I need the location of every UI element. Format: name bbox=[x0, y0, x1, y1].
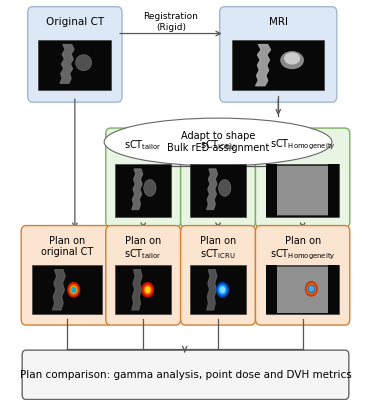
FancyBboxPatch shape bbox=[115, 265, 171, 314]
Circle shape bbox=[144, 285, 152, 295]
Text: Plan on
sCT$_{\mathrm{Homogeneity}}$: Plan on sCT$_{\mathrm{Homogeneity}}$ bbox=[270, 236, 335, 262]
FancyBboxPatch shape bbox=[106, 226, 181, 325]
Text: Plan comparison: gamma analysis, point dose and DVH metrics: Plan comparison: gamma analysis, point d… bbox=[20, 370, 351, 380]
Text: Plan on
sCT$_{\mathrm{tailor}}$: Plan on sCT$_{\mathrm{tailor}}$ bbox=[124, 236, 162, 261]
Circle shape bbox=[307, 284, 316, 294]
FancyBboxPatch shape bbox=[190, 164, 246, 217]
Circle shape bbox=[69, 285, 78, 295]
FancyBboxPatch shape bbox=[21, 226, 112, 325]
Ellipse shape bbox=[219, 180, 231, 196]
Circle shape bbox=[72, 288, 76, 292]
FancyBboxPatch shape bbox=[276, 266, 329, 313]
FancyBboxPatch shape bbox=[266, 265, 277, 314]
Circle shape bbox=[218, 285, 227, 295]
FancyBboxPatch shape bbox=[328, 265, 339, 314]
Ellipse shape bbox=[284, 52, 300, 64]
FancyBboxPatch shape bbox=[220, 7, 337, 102]
FancyBboxPatch shape bbox=[39, 40, 111, 90]
Text: sCT$_{\mathrm{ICRU}}$: sCT$_{\mathrm{ICRU}}$ bbox=[200, 138, 236, 152]
FancyBboxPatch shape bbox=[256, 226, 350, 325]
Ellipse shape bbox=[104, 118, 332, 166]
Circle shape bbox=[71, 286, 77, 293]
FancyBboxPatch shape bbox=[181, 128, 256, 228]
FancyBboxPatch shape bbox=[266, 164, 277, 217]
Text: Plan on
sCT$_{\mathrm{ICRU}}$: Plan on sCT$_{\mathrm{ICRU}}$ bbox=[200, 236, 236, 261]
Ellipse shape bbox=[76, 55, 92, 71]
Circle shape bbox=[146, 288, 150, 292]
FancyBboxPatch shape bbox=[32, 265, 102, 314]
Text: sCT$_{\mathrm{Homogeneity}}$: sCT$_{\mathrm{Homogeneity}}$ bbox=[270, 138, 335, 152]
Ellipse shape bbox=[144, 180, 156, 196]
FancyBboxPatch shape bbox=[190, 265, 246, 314]
FancyBboxPatch shape bbox=[266, 164, 339, 217]
Text: Original CT: Original CT bbox=[46, 18, 104, 28]
Ellipse shape bbox=[280, 51, 303, 69]
FancyBboxPatch shape bbox=[232, 40, 324, 90]
Text: MRI: MRI bbox=[269, 18, 288, 28]
Circle shape bbox=[220, 286, 226, 293]
Circle shape bbox=[145, 286, 151, 293]
Text: Plan on
original CT: Plan on original CT bbox=[40, 236, 93, 257]
Circle shape bbox=[309, 286, 313, 291]
FancyBboxPatch shape bbox=[266, 265, 339, 314]
Text: Registration
(Rigid): Registration (Rigid) bbox=[144, 12, 198, 32]
FancyBboxPatch shape bbox=[28, 7, 122, 102]
Circle shape bbox=[68, 283, 80, 297]
FancyBboxPatch shape bbox=[256, 128, 350, 228]
FancyBboxPatch shape bbox=[115, 164, 171, 217]
FancyBboxPatch shape bbox=[276, 166, 329, 215]
FancyBboxPatch shape bbox=[106, 128, 181, 228]
Circle shape bbox=[305, 282, 317, 296]
Circle shape bbox=[142, 283, 154, 297]
FancyBboxPatch shape bbox=[328, 164, 339, 217]
Circle shape bbox=[308, 285, 314, 292]
Text: sCT$_{\mathrm{tailor}}$: sCT$_{\mathrm{tailor}}$ bbox=[124, 138, 162, 152]
Circle shape bbox=[217, 283, 229, 297]
FancyBboxPatch shape bbox=[181, 226, 256, 325]
Circle shape bbox=[221, 288, 224, 292]
FancyBboxPatch shape bbox=[22, 350, 349, 400]
Text: Adapt to shape
Bulk rED assignment: Adapt to shape Bulk rED assignment bbox=[167, 131, 269, 153]
